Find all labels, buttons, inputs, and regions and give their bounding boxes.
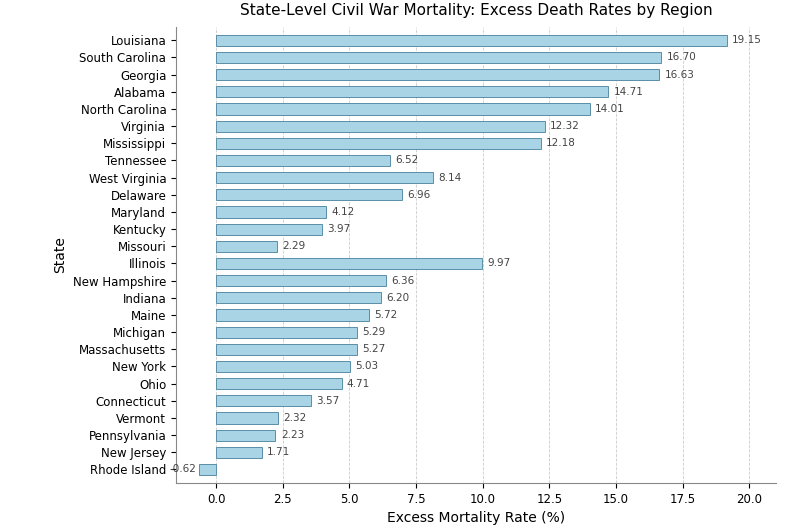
- Bar: [216, 378, 342, 389]
- Text: 12.32: 12.32: [550, 121, 580, 131]
- Text: 5.27: 5.27: [362, 344, 385, 354]
- Bar: [216, 172, 433, 183]
- Text: 6.20: 6.20: [386, 293, 410, 303]
- Bar: [216, 344, 357, 355]
- Y-axis label: State: State: [54, 236, 67, 273]
- Text: 12.18: 12.18: [546, 138, 576, 148]
- Bar: [216, 447, 262, 458]
- Bar: [216, 258, 482, 269]
- Text: 2.32: 2.32: [283, 413, 306, 423]
- Bar: [216, 292, 382, 303]
- Bar: [216, 361, 350, 372]
- Text: 14.01: 14.01: [595, 104, 625, 114]
- Bar: [216, 395, 311, 406]
- Bar: [216, 413, 278, 424]
- Bar: [216, 121, 545, 132]
- Text: 6.36: 6.36: [391, 276, 414, 286]
- Text: 3.57: 3.57: [317, 396, 340, 406]
- Bar: [216, 224, 322, 235]
- Text: 14.71: 14.71: [614, 87, 643, 97]
- Text: 9.97: 9.97: [487, 259, 510, 269]
- Text: 4.12: 4.12: [331, 207, 354, 217]
- Text: 2.23: 2.23: [281, 430, 304, 440]
- Text: 2.29: 2.29: [282, 241, 306, 251]
- Text: 8.14: 8.14: [438, 173, 462, 183]
- Text: 1.71: 1.71: [267, 447, 290, 457]
- Bar: [199, 464, 216, 475]
- Bar: [216, 275, 386, 286]
- Title: State-Level Civil War Mortality: Excess Death Rates by Region: State-Level Civil War Mortality: Excess …: [240, 3, 712, 19]
- Bar: [216, 69, 659, 80]
- Bar: [216, 189, 402, 200]
- X-axis label: Excess Mortality Rate (%): Excess Mortality Rate (%): [387, 511, 565, 526]
- Text: 5.03: 5.03: [355, 362, 378, 372]
- Text: -0.62: -0.62: [170, 465, 197, 475]
- Bar: [216, 241, 277, 252]
- Text: 6.96: 6.96: [407, 190, 430, 200]
- Text: 19.15: 19.15: [732, 35, 762, 45]
- Text: 5.29: 5.29: [362, 327, 386, 337]
- Text: 6.52: 6.52: [395, 156, 418, 166]
- Bar: [216, 138, 541, 149]
- Text: 16.70: 16.70: [666, 53, 697, 63]
- Text: 3.97: 3.97: [327, 224, 350, 234]
- Bar: [216, 104, 590, 115]
- Text: 4.71: 4.71: [347, 379, 370, 389]
- Bar: [216, 35, 726, 46]
- Bar: [216, 310, 369, 321]
- Text: 16.63: 16.63: [665, 70, 694, 80]
- Bar: [216, 327, 357, 338]
- Text: 5.72: 5.72: [374, 310, 397, 320]
- Bar: [216, 52, 662, 63]
- Bar: [216, 207, 326, 218]
- Bar: [216, 86, 608, 97]
- Bar: [216, 430, 275, 441]
- Bar: [216, 155, 390, 166]
